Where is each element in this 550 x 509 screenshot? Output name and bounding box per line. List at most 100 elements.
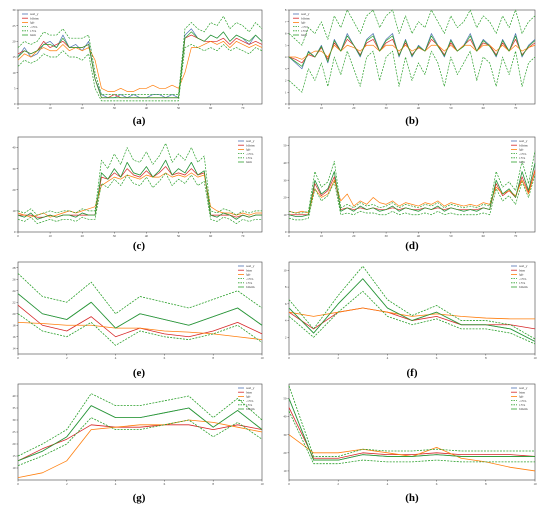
panel-6: 0 2 4 6 8 10 10 15 20 25 30 35 40 real_ylstmlgb-15%15… <box>12 383 264 504</box>
panel-caption: (e) <box>133 367 146 379</box>
y-tick-label: 6 <box>285 32 287 36</box>
y-tick-label: 10 <box>12 71 16 75</box>
y-tick-label: 0 <box>14 230 16 234</box>
x-tick-label: 60 <box>482 106 486 110</box>
legend-label: lgb <box>246 148 251 152</box>
x-tick-label: 50 <box>449 234 453 238</box>
plot-frame <box>288 136 536 233</box>
legend-label: -15% <box>246 152 254 156</box>
series-line-15-4 <box>288 150 536 214</box>
legend-label: bilstm <box>246 285 255 289</box>
x-tick-label: 20 <box>81 106 85 110</box>
legend-label: lstm <box>519 160 525 164</box>
x-tick-label: 6 <box>436 356 438 360</box>
series-line-bilstm-5 <box>17 293 263 329</box>
x-tick-label: 10 <box>260 356 264 360</box>
y-tick-label: 8 <box>285 8 287 12</box>
series-line-lstm-5 <box>288 35 536 67</box>
legend-label: bilstm <box>519 407 528 411</box>
y-tick-label: 20 <box>12 442 16 446</box>
legend-label: -15% <box>246 399 254 403</box>
panel-1: 0 10 20 30 40 50 60 70 0 1 2 3 4 5 6 7 8 real_ybilstmlgb-… <box>285 8 536 127</box>
x-tick-label: 70 <box>514 234 518 238</box>
x-tick-label: 10 <box>320 106 324 110</box>
legend-label: 15% <box>519 403 525 407</box>
legend-label: real_y <box>519 264 528 268</box>
x-tick-label: 60 <box>209 234 213 238</box>
series-line-lstm-1 <box>288 407 536 459</box>
x-tick-label: 0 <box>17 106 19 110</box>
x-tick-label: 2 <box>337 482 339 486</box>
y-tick-label: 40 <box>12 146 16 150</box>
series-line-lstm-1 <box>17 424 263 462</box>
panel-caption: (d) <box>405 240 419 252</box>
legend-label: 15% <box>301 29 307 33</box>
x-tick-label: 0 <box>288 234 290 238</box>
x-tick-label: 50 <box>177 234 181 238</box>
legend-label: lstm <box>246 268 252 272</box>
legend-label: 15% <box>519 281 525 285</box>
x-tick-label: 10 <box>260 482 264 486</box>
y-tick-label: 20 <box>283 196 287 200</box>
x-tick-label: 0 <box>17 482 19 486</box>
plot-frame <box>17 136 263 233</box>
x-tick-label: 4 <box>115 482 117 486</box>
x-tick-label: 10 <box>320 234 324 238</box>
series-line-15-4 <box>17 273 263 315</box>
legend-label: -15% <box>519 399 527 403</box>
y-tick-label: 10 <box>12 209 16 213</box>
series-line-lgb-2 <box>288 171 536 214</box>
legend-label: 15% <box>246 156 252 160</box>
y-tick-label: 28 <box>12 266 16 270</box>
y-tick-label: 30 <box>283 433 287 437</box>
y-tick-label: 15 <box>12 55 16 59</box>
legend-label: bilstm <box>301 16 310 20</box>
x-tick-label: 10 <box>49 106 53 110</box>
x-tick-label: 2 <box>66 482 68 486</box>
series-line-15-3 <box>288 174 536 221</box>
legend-label: 15% <box>30 29 36 33</box>
y-tick-label: 1 <box>285 90 287 94</box>
y-tick-label: 5 <box>14 86 16 90</box>
series-line-realy-0 <box>288 162 536 217</box>
series-line-15-3 <box>288 50 536 93</box>
y-tick-label: 8 <box>285 285 287 289</box>
x-tick-label: 4 <box>115 356 117 360</box>
legend-label: -15% <box>519 277 527 281</box>
y-tick-label: 20 <box>12 188 16 192</box>
y-tick-label: 0 <box>14 102 16 106</box>
legend-label: 15% <box>246 403 252 407</box>
y-tick-label: 22 <box>12 300 16 304</box>
x-tick-label: 10 <box>49 234 53 238</box>
x-tick-label: 70 <box>241 234 245 238</box>
legend-label: bilstm <box>519 285 528 289</box>
legend-label: bilstm <box>519 143 528 147</box>
series-line-lgb-2 <box>17 40 263 92</box>
legend-label: lgb <box>30 21 35 25</box>
series-line-15-4 <box>288 9 536 46</box>
panel-caption: (a) <box>133 115 146 127</box>
x-tick-label: 40 <box>417 106 421 110</box>
series-line-realy-0 <box>17 28 263 99</box>
y-tick-label: 4 <box>285 55 287 59</box>
y-tick-label: 20 <box>12 39 16 43</box>
panel-3: 0 10 20 30 40 50 60 70 0 10 20 30 40 50 real_ybilstmlg… <box>283 136 536 252</box>
series-line-lgb-2 <box>17 419 263 478</box>
series-line-realy-0 <box>17 293 263 329</box>
legend-label: -15% <box>30 25 38 29</box>
series-line-lstm-1 <box>17 304 263 338</box>
x-tick-label: 0 <box>288 482 290 486</box>
y-tick-label: 10 <box>283 213 287 217</box>
plot-frame <box>17 261 263 355</box>
y-tick-label: 0 <box>285 102 287 106</box>
x-tick-label: 6 <box>164 482 166 486</box>
legend-label: lstm <box>519 390 525 394</box>
series-line-lstm-5 <box>288 162 536 217</box>
